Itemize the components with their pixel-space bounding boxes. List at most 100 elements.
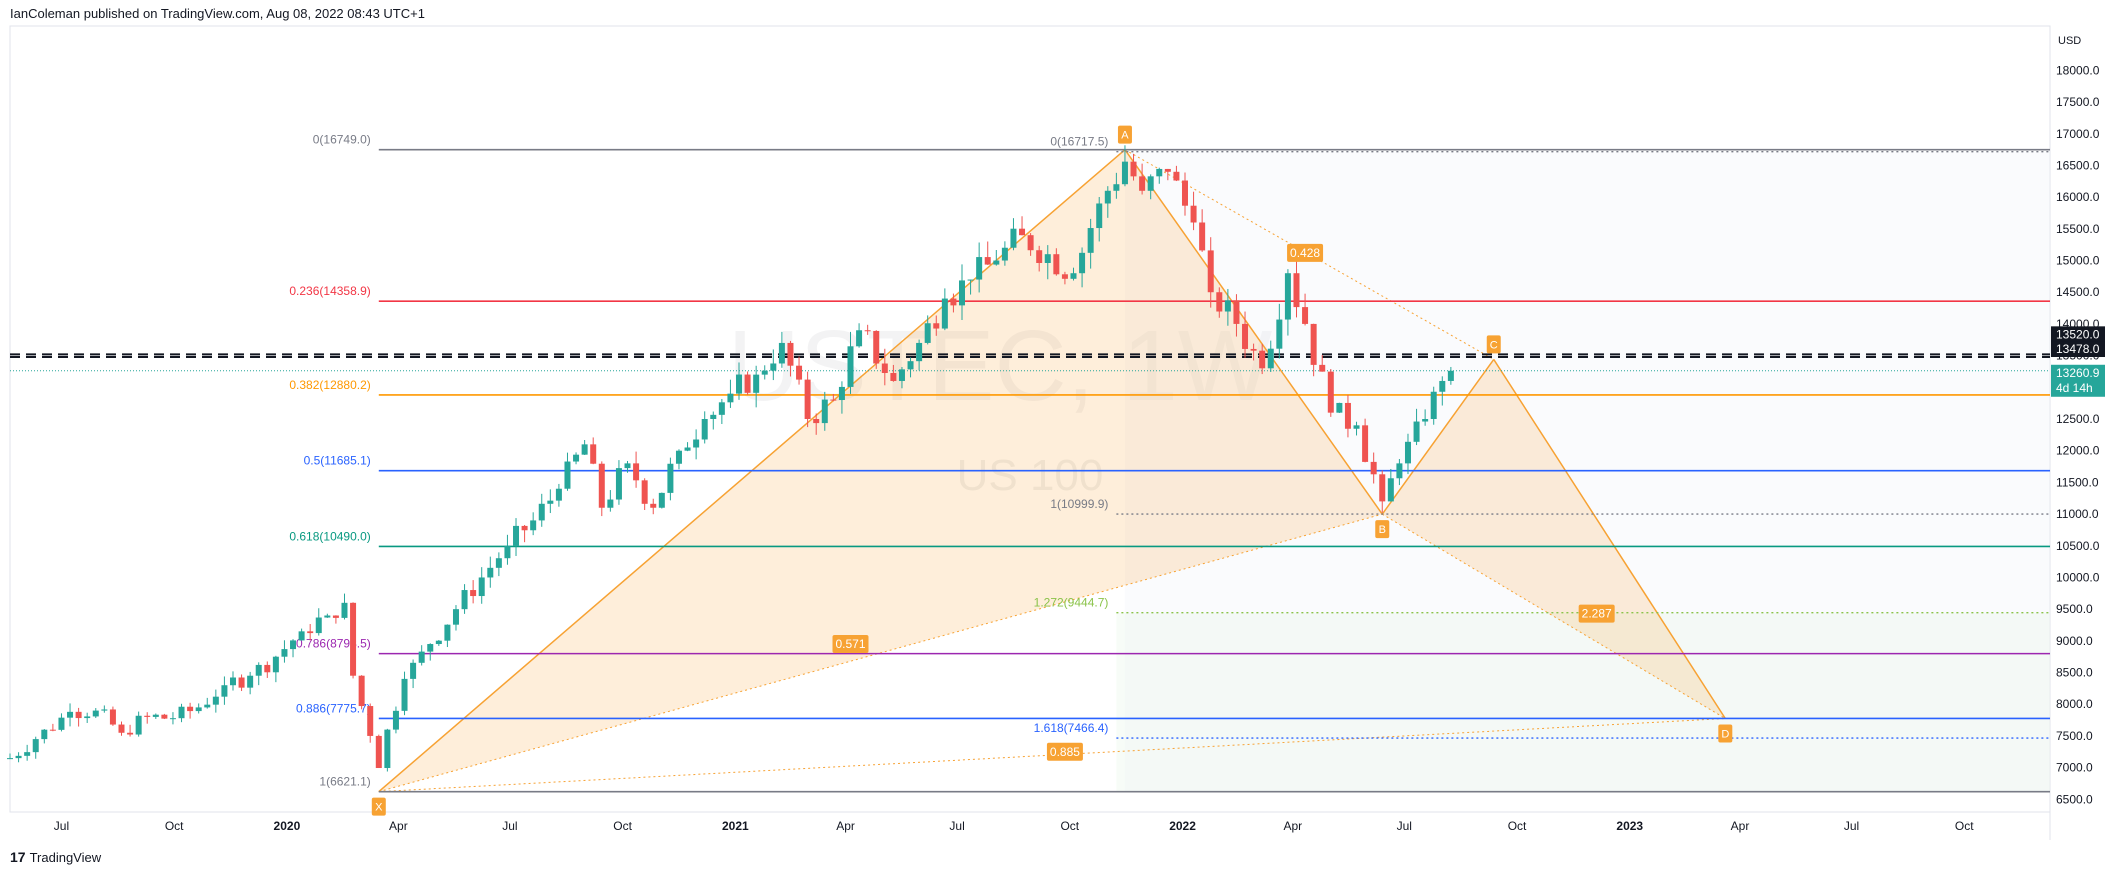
candle-body <box>1422 419 1429 422</box>
pattern-point-x-badge <box>371 797 386 816</box>
candle-body <box>41 729 48 740</box>
leg-bc <box>1381 358 1495 515</box>
price-tag-bg-1 <box>2051 341 2105 358</box>
footer-brand[interactable]: 17 TradingView <box>10 849 101 865</box>
ratio-badge-bg-1 <box>1287 243 1324 262</box>
time-tick: Apr <box>1731 819 1750 833</box>
candle-body <box>1224 300 1231 312</box>
candle-body <box>1387 478 1394 502</box>
candle-body <box>924 323 931 343</box>
candle-body <box>401 678 408 711</box>
candle-body <box>547 500 554 504</box>
candle-body <box>144 715 151 717</box>
ratio-badge-2: 2.287 <box>1582 607 1612 621</box>
candle-body <box>32 739 39 753</box>
candle-body <box>650 503 657 508</box>
candle-body <box>427 644 434 652</box>
candle-body <box>993 260 1000 265</box>
price-tag-2: 13260.9 <box>2056 366 2100 380</box>
candle-body <box>710 414 717 419</box>
candle-body <box>1302 307 1309 324</box>
candle-body <box>916 342 923 362</box>
candle-body <box>1396 463 1403 479</box>
candle-body <box>778 342 785 364</box>
candle-body <box>907 361 914 370</box>
candle-body <box>1104 190 1111 204</box>
candle-body <box>1010 228 1017 248</box>
fib-retracement-label-2: 0.382(12880.2) <box>289 378 370 392</box>
candle-body <box>530 520 537 531</box>
candle-body <box>1447 370 1454 381</box>
watermark: USTEC, 1W US 100 <box>728 310 1273 500</box>
extension-zone <box>1116 612 2050 792</box>
pattern-point-d: D <box>1721 729 1729 741</box>
candle-body <box>1139 176 1146 191</box>
candle-body <box>1147 176 1154 191</box>
price-tick: 7500.0 <box>2056 729 2093 743</box>
candle-body <box>675 450 682 464</box>
fib-extension-label-2: 1.272(9444.7) <box>1034 596 1109 610</box>
candle-body <box>521 525 528 531</box>
ratio-badge-bg-2 <box>1578 604 1615 623</box>
price-tag-bg-2 <box>2051 364 2105 397</box>
candle-body <box>1216 292 1223 312</box>
currency-label: USD <box>2058 35 2081 47</box>
time-tick: Jul <box>54 819 69 833</box>
time-tick: Jul <box>502 819 517 833</box>
candle-body <box>1130 161 1137 177</box>
candle-body <box>1242 323 1249 349</box>
candle-body <box>1439 380 1446 392</box>
candle-body <box>195 707 202 712</box>
candle-body <box>804 379 811 419</box>
time-tick: 2020 <box>274 819 301 833</box>
candle-body <box>761 370 768 375</box>
candle-body <box>1199 222 1206 251</box>
price-tick: 17000.0 <box>2056 127 2100 141</box>
publisher-header: IanColeman published on TradingView.com,… <box>10 6 425 21</box>
candle-body <box>478 577 485 597</box>
candle-body <box>49 729 56 731</box>
candle-body <box>298 631 305 641</box>
price-tick: 8000.0 <box>2056 697 2093 711</box>
candle-body <box>693 439 700 448</box>
pattern-point-x: X <box>375 802 383 814</box>
ratio-badge-bg-0 <box>832 635 869 654</box>
price-tick: 9500.0 <box>2056 602 2093 616</box>
candle-body <box>830 399 837 401</box>
price-tick: 7000.0 <box>2056 761 2093 775</box>
pattern-point-c-badge <box>1486 335 1501 354</box>
fib-retracement-label-0: 0(16749.0) <box>313 133 371 147</box>
candle-body <box>24 752 31 756</box>
candle-body <box>1430 391 1437 419</box>
fib-retracement-label-4: 0.618(10490.0) <box>289 529 370 543</box>
pattern-point-a: A <box>1121 130 1129 142</box>
candle-body <box>624 463 631 469</box>
candle-body <box>315 617 322 634</box>
time-tick: Oct <box>1060 819 1079 833</box>
candle-body <box>607 499 614 508</box>
candle-body <box>272 656 279 673</box>
candle-body <box>1087 228 1094 253</box>
candle-body <box>109 709 116 725</box>
candle-body <box>573 454 580 462</box>
candle-body <box>950 298 957 306</box>
candle-body <box>127 732 134 735</box>
candle-body <box>187 706 194 712</box>
candle-body <box>1310 323 1317 365</box>
candle-body <box>264 664 271 673</box>
candle-body <box>959 280 965 306</box>
candle-body <box>367 706 374 736</box>
candle-body <box>633 463 640 481</box>
price-tick: 8500.0 <box>2056 666 2093 680</box>
candle-body <box>75 711 82 719</box>
price-tag-0: 13520.0 <box>2056 327 2100 341</box>
candle-body <box>1207 250 1214 293</box>
candle-body <box>1276 319 1283 349</box>
candle-body <box>58 717 65 730</box>
ratio-badge-bg-3 <box>1046 742 1083 761</box>
candle-body <box>976 257 983 280</box>
candle-body <box>92 710 99 717</box>
candle-body <box>1156 168 1163 177</box>
candle-body <box>1319 364 1326 372</box>
